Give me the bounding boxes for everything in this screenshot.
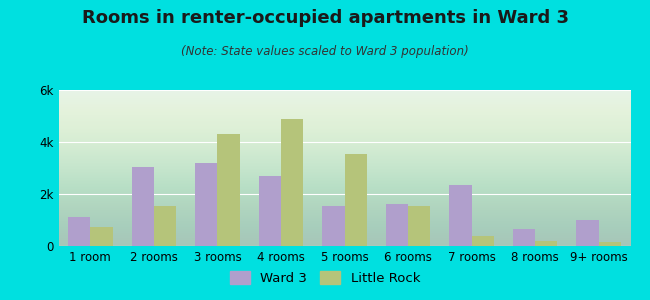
Text: Rooms in renter-occupied apartments in Ward 3: Rooms in renter-occupied apartments in W…: [81, 9, 569, 27]
Bar: [322, 206, 344, 246]
Bar: [577, 220, 599, 246]
Bar: [259, 176, 281, 246]
Text: (Note: State values scaled to Ward 3 population): (Note: State values scaled to Ward 3 pop…: [181, 45, 469, 58]
Bar: [472, 236, 494, 246]
Bar: [195, 163, 217, 246]
Legend: Ward 3, Little Rock: Ward 3, Little Rock: [225, 266, 425, 290]
Bar: [599, 242, 621, 246]
Bar: [131, 167, 154, 246]
Bar: [449, 185, 472, 246]
Bar: [217, 134, 240, 246]
Bar: [386, 204, 408, 246]
Bar: [281, 118, 303, 246]
Bar: [513, 229, 535, 246]
Bar: [154, 206, 176, 246]
Bar: [344, 154, 367, 246]
Bar: [68, 218, 90, 246]
Bar: [535, 241, 558, 246]
Bar: [408, 206, 430, 246]
Bar: [90, 226, 112, 246]
